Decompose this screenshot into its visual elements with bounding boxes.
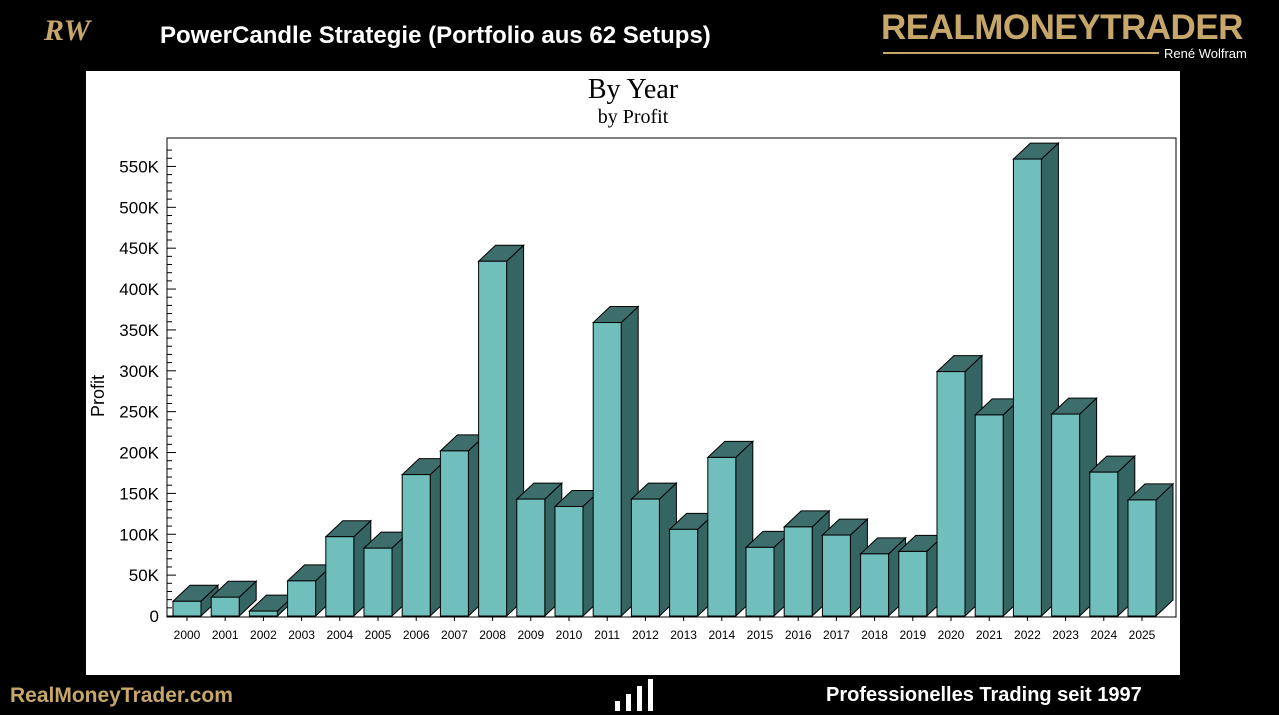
bars-layer: [171, 141, 1175, 618]
y-axis-ticks: 0 50K 100K 150K 200K 250K 300K 350K 400K 450K 500K…: [119, 149, 176, 626]
bar-front: [172, 600, 202, 617]
bar-2024: [1088, 454, 1137, 618]
chart-subtitle: by Profit: [598, 106, 669, 128]
plot-frame: [166, 137, 1177, 618]
x-tick-label: 2018: [861, 628, 888, 642]
bar-front: [287, 580, 317, 617]
bar-front: [898, 550, 928, 617]
y-tick-label: 550K: [119, 157, 159, 176]
x-tick-label: 2024: [1090, 628, 1117, 642]
bar-front: [974, 414, 1004, 617]
bar-2000: [171, 584, 220, 618]
by-year-bar-chart: By Year by Profit Profit 0 50K 100K 150K 200…: [88, 74, 1177, 642]
bar-side: [1155, 482, 1174, 618]
y-tick-label: 0: [150, 607, 159, 626]
bar-2011: [591, 305, 640, 618]
brand-divider: [883, 52, 1159, 54]
bar-front: [1051, 413, 1081, 617]
x-tick-label: 2008: [479, 628, 506, 642]
x-tick-label: 2020: [938, 628, 965, 642]
bar-front: [554, 505, 584, 617]
bar-front: [783, 526, 813, 617]
x-tick-label: 2025: [1129, 628, 1156, 642]
x-tick-label: 2009: [517, 628, 544, 642]
brand-logo: REALMONEYTRADER René Wolfram: [878, 6, 1268, 64]
bar-front: [210, 596, 240, 617]
x-tick-label: 2001: [212, 628, 239, 642]
y-tick-label: 500K: [119, 198, 159, 217]
bar-front: [860, 553, 890, 617]
bar-front: [516, 498, 546, 617]
x-tick-label: 2005: [365, 628, 392, 642]
x-tick-label: 2010: [556, 628, 583, 642]
bar-front: [325, 536, 355, 617]
x-tick-label: 2015: [747, 628, 774, 642]
x-tick-label: 2014: [708, 628, 735, 642]
bar-front: [1127, 499, 1157, 617]
x-tick-label: 2000: [174, 628, 201, 642]
rw-logo-text: RW: [43, 14, 92, 47]
x-tick-label: 2002: [250, 628, 277, 642]
y-axis-label: Profit: [88, 375, 108, 417]
bar-front: [821, 534, 851, 617]
bar-front: [707, 456, 737, 617]
slide-title: PowerCandle Strategie (Portfolio aus 62 …: [160, 22, 711, 49]
x-tick-label: 2019: [899, 628, 926, 642]
y-tick-label: 100K: [119, 525, 159, 544]
y-tick-label: 400K: [119, 280, 159, 299]
footer-website: RealMoneyTrader.com: [10, 684, 233, 707]
bar-front: [478, 260, 508, 617]
y-tick-label: 50K: [129, 566, 160, 585]
rw-logo: RW: [43, 14, 92, 47]
x-tick-label: 2011: [594, 628, 620, 642]
y-tick-label: 250K: [119, 403, 159, 422]
bar-chart-icon: [615, 679, 653, 711]
bar-front: [439, 450, 469, 617]
bar-2008: [477, 244, 525, 618]
x-tick-label: 2004: [326, 628, 353, 642]
x-tick-label: 2021: [976, 628, 1003, 642]
x-tick-label: 2022: [1014, 628, 1041, 642]
bar-front: [592, 322, 622, 617]
footer-tagline: Professionelles Trading seit 1997: [826, 684, 1142, 706]
x-tick-label: 2017: [823, 628, 850, 642]
bar-front: [1089, 471, 1119, 617]
y-tick-label: 300K: [119, 362, 159, 381]
bar-front: [669, 528, 699, 617]
x-tick-label: 2016: [785, 628, 812, 642]
brand-name: REALMONEYTRADER: [881, 8, 1243, 47]
y-tick-label: 450K: [119, 239, 159, 258]
bar-front: [1012, 158, 1042, 617]
brand-subtitle: René Wolfram: [1164, 46, 1247, 61]
chart-title: By Year: [588, 74, 679, 105]
bar-front: [248, 610, 278, 617]
bar-front: [363, 547, 393, 617]
x-tick-label: 2023: [1052, 628, 1079, 642]
bar-front: [630, 498, 660, 617]
x-tick-label: 2006: [403, 628, 430, 642]
x-tick-label: 2012: [632, 628, 659, 642]
x-tick-label: 2003: [288, 628, 315, 642]
x-tick-label: 2013: [670, 628, 697, 642]
chart-panel: By Year by Profit Profit 0 50K 100K 150K 200…: [86, 71, 1180, 675]
y-tick-label: 150K: [119, 484, 159, 503]
bar-2025: [1126, 482, 1175, 618]
y-tick-label: 200K: [119, 444, 159, 463]
bar-front: [936, 371, 966, 617]
bar-2023: [1050, 396, 1098, 618]
x-tick-label: 2007: [441, 628, 468, 642]
x-axis-labels: 2000 2001 2002 2003 2004 2005 2006 2007 2008 2009…: [174, 616, 1156, 642]
bar-front: [401, 474, 431, 617]
bar-front: [745, 546, 775, 617]
y-tick-label: 350K: [119, 321, 159, 340]
